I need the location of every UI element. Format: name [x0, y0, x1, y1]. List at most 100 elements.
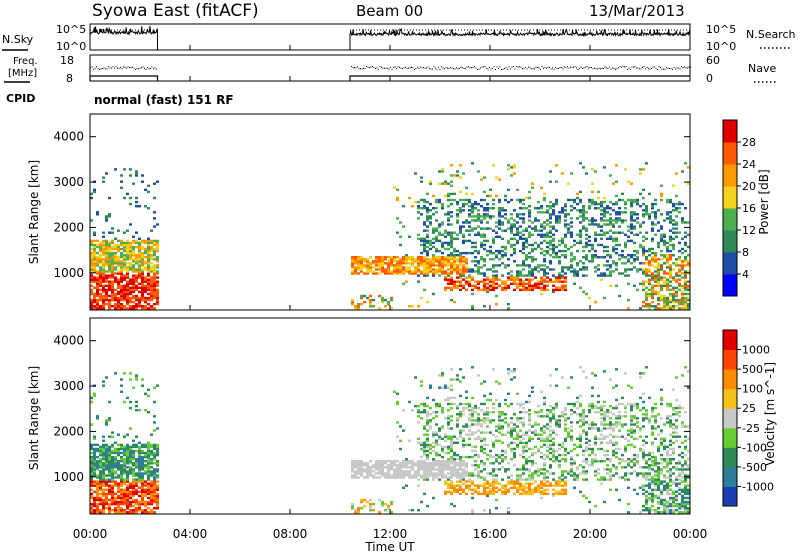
power-cell — [141, 262, 144, 265]
velocity-cell — [354, 511, 357, 514]
power-cell — [633, 219, 636, 222]
power-cell — [588, 205, 591, 208]
power-cell — [582, 256, 585, 259]
power-cell — [552, 249, 555, 253]
velocity-cell — [390, 511, 393, 514]
power-cell — [111, 270, 114, 273]
power-cell — [435, 272, 438, 275]
power-cell — [126, 300, 129, 304]
velocity-cell — [375, 472, 378, 475]
power-cell — [522, 247, 525, 251]
velocity-cell — [549, 374, 552, 377]
power-cell — [462, 264, 465, 267]
power-cell — [672, 268, 675, 271]
velocity-cell — [114, 498, 117, 502]
power-cell — [633, 198, 636, 202]
nave-dot — [459, 67, 460, 69]
velocity-cell — [477, 466, 480, 469]
power-cell — [570, 251, 573, 255]
power-cell — [150, 290, 153, 294]
power-cell — [462, 272, 465, 275]
power-cell — [489, 194, 492, 198]
power-cell — [606, 274, 609, 277]
velocity-cell — [96, 417, 99, 420]
power-cell — [102, 262, 105, 265]
power-cell — [360, 268, 363, 271]
velocity-cell — [483, 419, 486, 422]
power-cell — [96, 276, 99, 279]
velocity-cell — [150, 433, 153, 436]
power-cell — [480, 256, 483, 259]
velocity-cell — [483, 464, 486, 467]
power-cell — [624, 243, 627, 247]
velocity-cell — [498, 411, 501, 414]
velocity-cell — [108, 449, 111, 453]
velocity-cell — [549, 409, 552, 412]
power-cell — [453, 237, 456, 240]
power-cell — [510, 231, 513, 234]
power-cell — [468, 270, 471, 273]
velocity-cell — [477, 429, 480, 432]
power-cell — [654, 256, 657, 259]
velocity-cell — [489, 449, 492, 453]
velocity-cell — [141, 378, 144, 381]
velocity-cell — [96, 460, 99, 463]
velocity-cell — [420, 455, 423, 459]
power-cell — [603, 200, 606, 204]
velocity-cell — [525, 400, 528, 404]
power-cell — [627, 268, 630, 271]
power-cell — [432, 231, 435, 234]
velocity-cell — [549, 439, 552, 442]
velocity-cell — [93, 470, 96, 473]
power-cell — [492, 276, 495, 279]
power-cell — [582, 207, 585, 210]
power-cell — [126, 307, 129, 310]
power-cell — [102, 303, 105, 306]
velocity-cell — [99, 453, 102, 457]
nave-dot — [454, 68, 456, 70]
power-cell — [573, 268, 576, 271]
velocity-cell — [498, 488, 501, 491]
power-cell — [390, 256, 393, 259]
power-cell — [606, 207, 609, 210]
velocity-cell — [495, 482, 498, 485]
power-cell — [591, 258, 594, 261]
velocity-cell — [483, 439, 486, 442]
power-cell — [438, 200, 441, 204]
velocity-cell — [528, 413, 531, 416]
velocity-cell — [90, 447, 93, 451]
power-cell — [93, 280, 96, 283]
velocity-cell — [546, 435, 549, 438]
power-cell — [687, 286, 690, 289]
power-cell — [537, 286, 540, 289]
velocity-cell — [489, 472, 492, 475]
power-cell — [513, 288, 516, 292]
velocity-cell — [483, 417, 486, 420]
power-scatter-cells — [90, 162, 690, 310]
velocity-cell — [462, 413, 465, 416]
power-cell — [528, 288, 531, 292]
velocity-cell — [480, 402, 483, 406]
velocity-cell — [396, 470, 399, 473]
power-cell — [615, 221, 618, 224]
power-cell — [438, 258, 441, 261]
velocity-cell — [519, 482, 522, 485]
power-cell — [669, 288, 672, 292]
power-cell — [450, 298, 453, 302]
power-cell — [447, 241, 450, 245]
power-cell — [684, 258, 687, 261]
velocity-cell — [408, 462, 411, 465]
velocity-cell — [480, 437, 483, 440]
power-cell — [516, 284, 519, 287]
velocity-cell — [531, 474, 534, 477]
power-cell — [669, 272, 672, 275]
velocity-cell — [543, 431, 546, 434]
power-cell — [132, 249, 135, 253]
power-cell — [123, 286, 126, 289]
velocity-cell — [528, 490, 531, 493]
power-cell — [603, 196, 606, 200]
velocity-cell — [456, 458, 459, 461]
power-cell — [357, 264, 360, 267]
velocity-cell — [447, 421, 450, 424]
power-cell — [624, 200, 627, 204]
